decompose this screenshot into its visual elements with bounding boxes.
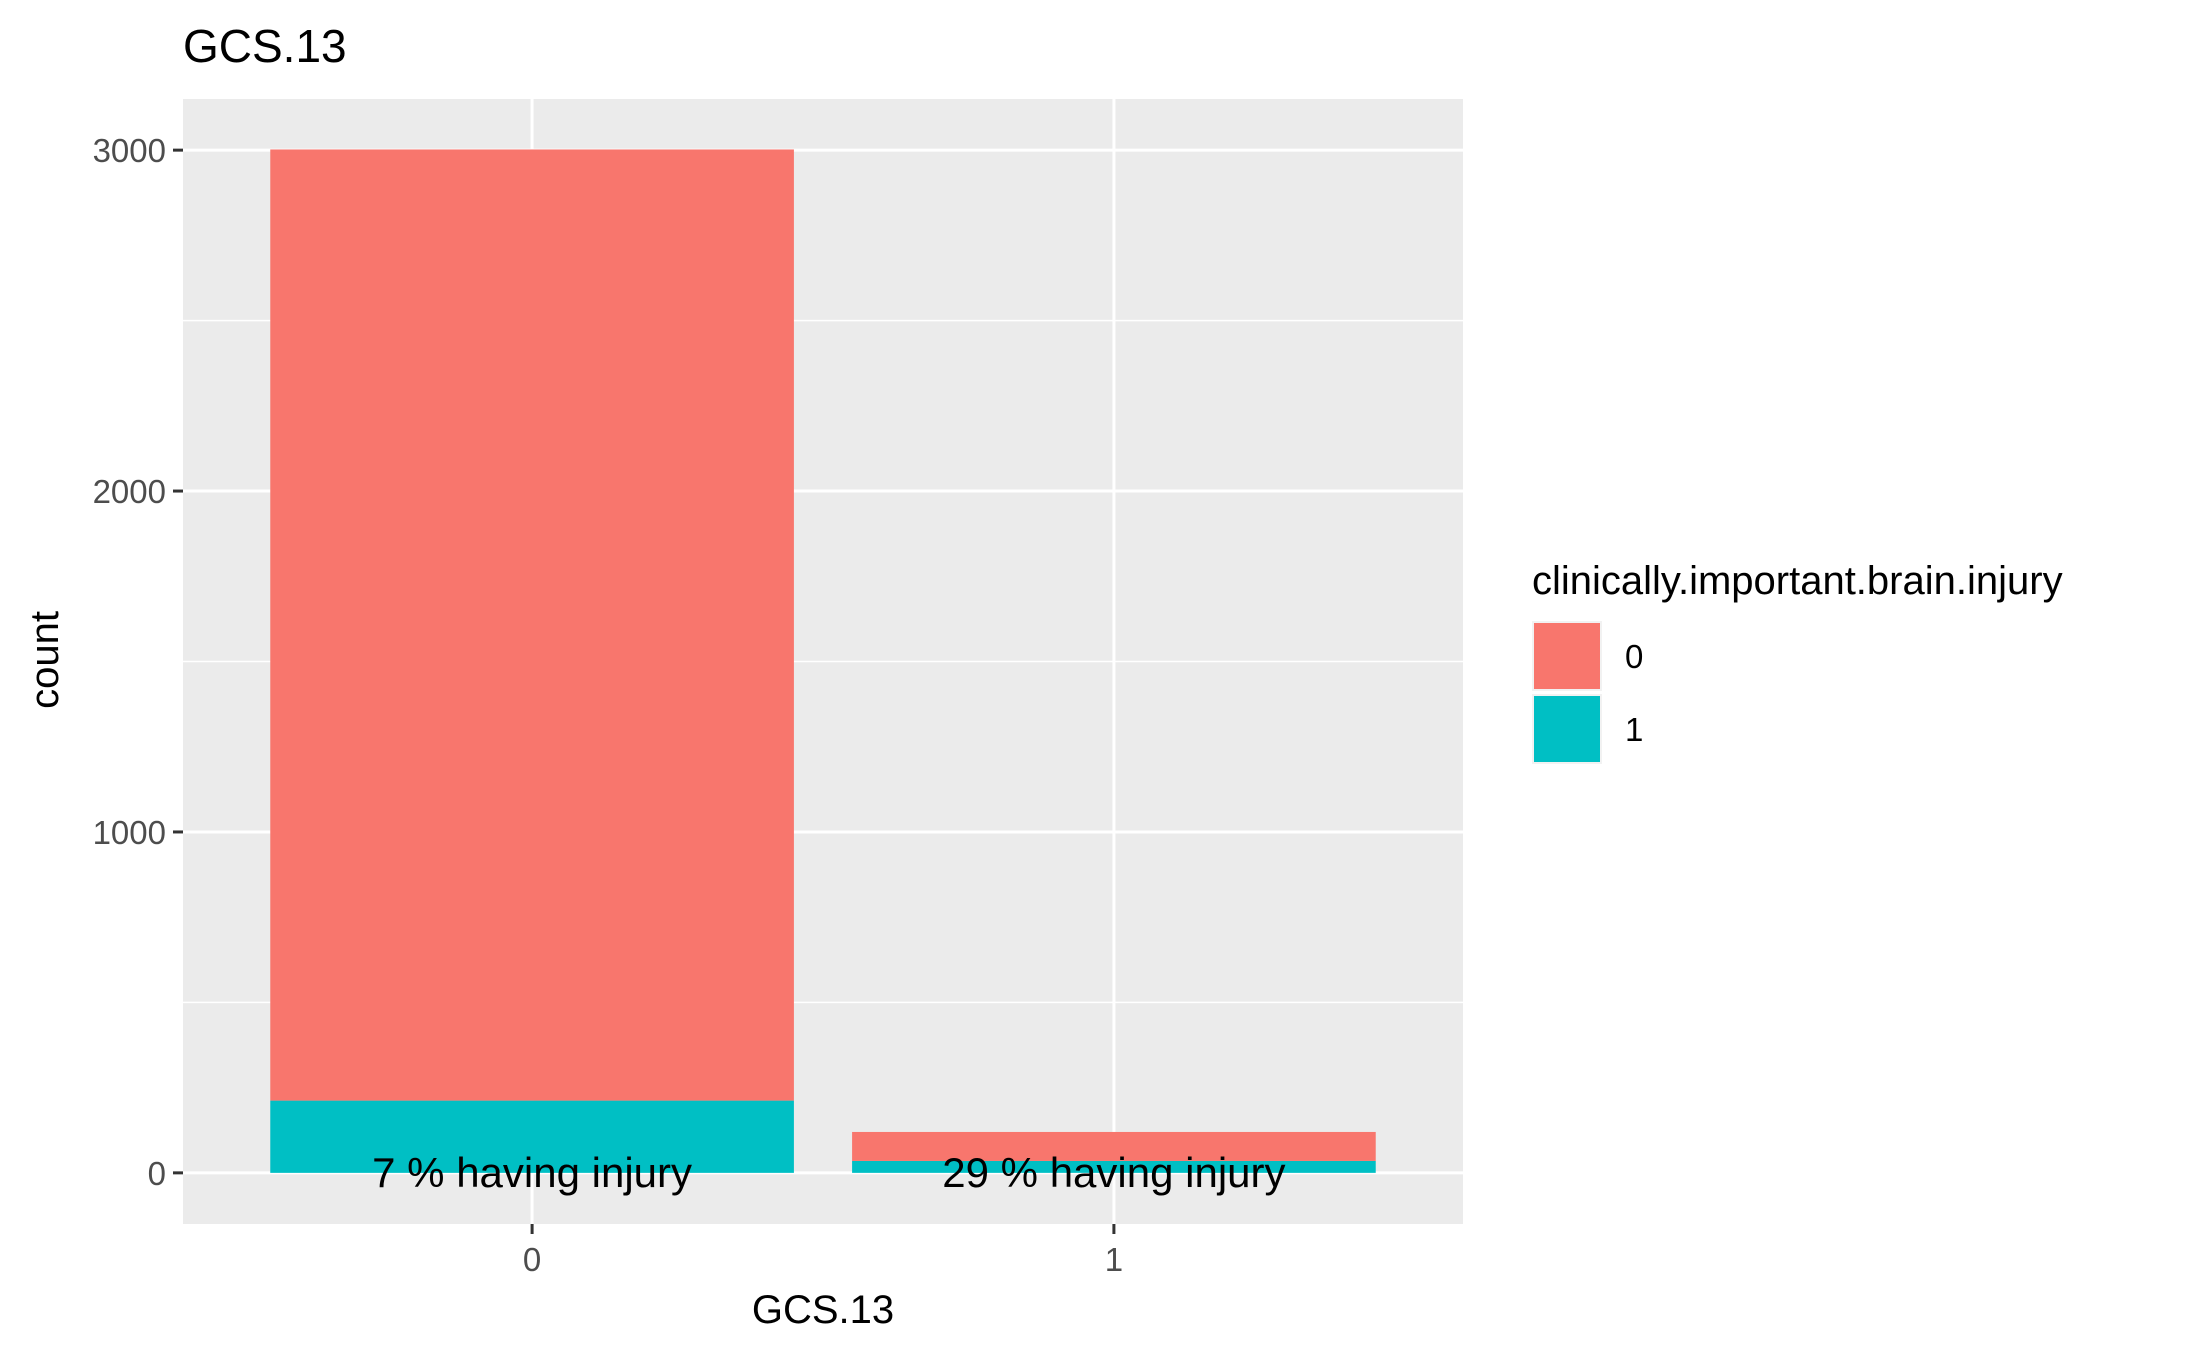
bar-segment [270,149,794,1101]
legend: clinically.important.brain.injury 0 1 [1532,559,2063,764]
legend-title: clinically.important.brain.injury [1532,559,2063,603]
y-axis-title: count [23,611,67,709]
bar-labels: 7 % having injury 29 % having injury [372,1149,1285,1196]
bar-segment [852,1160,1376,1173]
chart-title: GCS.13 [183,20,347,72]
x-tick-label: 1 [1105,1241,1123,1278]
bar-label: 29 % having injury [942,1149,1285,1196]
y-tick-label: 2000 [93,473,166,510]
bars [270,149,1376,1173]
y-tick-label: 0 [148,1155,166,1192]
y-axis: 0 1000 2000 3000 [93,132,183,1192]
bar-label: 7 % having injury [372,1149,692,1196]
x-tick-label: 0 [523,1241,541,1278]
bar-segment [852,1131,1376,1161]
bar-segment [270,1100,794,1173]
legend-label: 1 [1625,711,1643,748]
legend-key-0 [1534,623,1600,689]
y-tick-label: 3000 [93,132,166,169]
y-tick-label: 1000 [93,814,166,851]
x-axis-title: GCS.13 [752,1288,894,1332]
legend-label: 0 [1625,638,1643,675]
legend-key-1 [1534,696,1600,762]
